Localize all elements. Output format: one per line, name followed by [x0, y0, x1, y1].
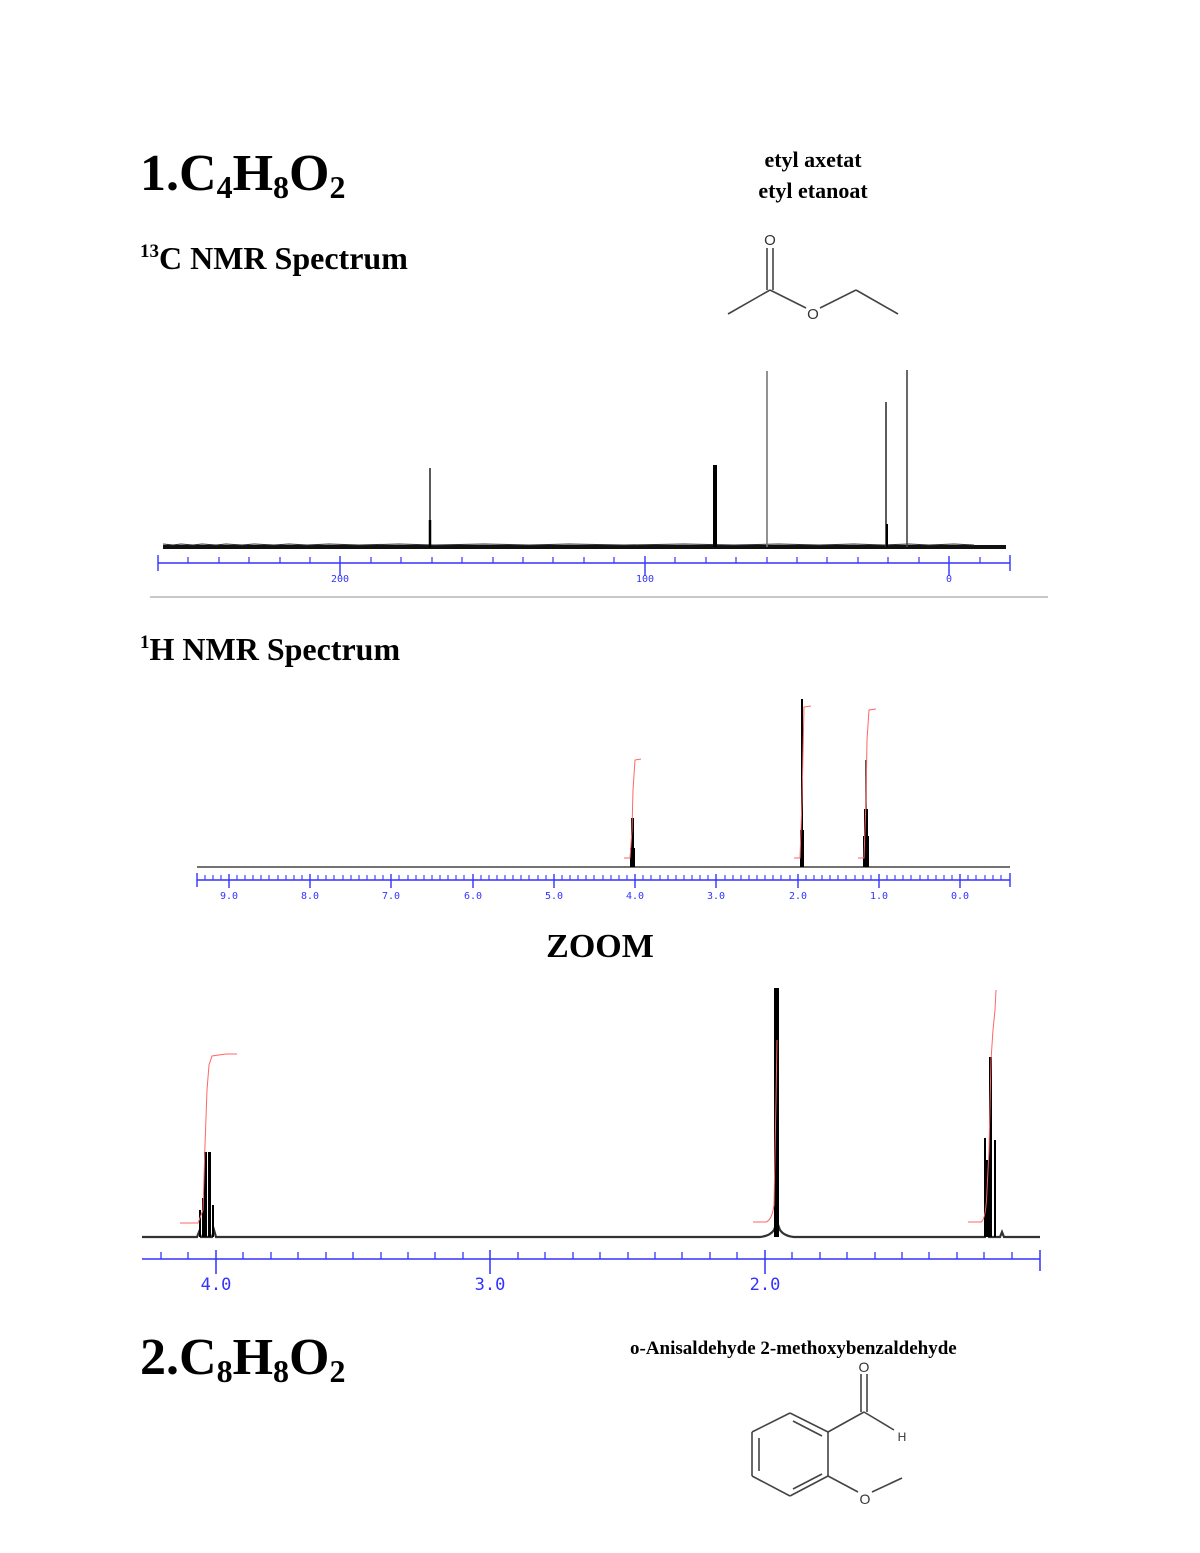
c13-peaks — [428, 370, 908, 547]
h1-tick-label: 0.0 — [951, 891, 969, 902]
zoom-x-axis — [142, 1250, 1041, 1274]
atom-oxygen-aldehyde: O — [859, 1359, 870, 1375]
zoom-integral-curves — [180, 989, 997, 1224]
h1-nmr-spectrum-chart: 9.0 8.0 7.0 6.0 5.0 4.0 3.0 2.0 1.0 0.0 — [196, 699, 1011, 902]
section-title-text: H NMR Spectrum — [149, 631, 401, 667]
formula-subscript: 4 — [216, 169, 233, 205]
compound-name-anisaldehyde: o-Anisaldehyde 2-methoxybenzaldehyde — [630, 1338, 957, 1359]
isotope-superscript: 13 — [140, 241, 159, 262]
h1-tick-label: 2.0 — [789, 891, 807, 902]
zoom-tick-label: 3.0 — [475, 1275, 506, 1295]
h1-tick-label: 3.0 — [707, 891, 725, 902]
compound-name-line-2: etyl etanoat — [758, 178, 868, 203]
zoom-peaks — [199, 988, 996, 1237]
h1-tick-label: 8.0 — [301, 891, 319, 902]
c13-baseline — [162, 543, 1006, 549]
atom-oxygen-methoxy: O — [860, 1491, 871, 1507]
problem-1-formula: 1.C4H8O2 — [140, 145, 346, 205]
problem-2-formula: 2.C8H8O2 — [140, 1329, 346, 1389]
h1-tick-label: 6.0 — [464, 891, 482, 902]
formula-element: O — [289, 145, 330, 202]
h1-tick-label: 7.0 — [382, 891, 400, 902]
c13-spectrum-title: 13C NMR Spectrum — [140, 242, 408, 274]
atom-hydrogen-aldehyde: H — [898, 1430, 907, 1444]
formula-subscript: 2 — [329, 1353, 346, 1389]
zoom-tick-label: 2.0 — [750, 1275, 781, 1295]
formula-element: C — [179, 1329, 217, 1386]
formula-element: H — [232, 1329, 274, 1386]
compound-name-ethyl-acetate: etyl axetat etyl etanoat — [713, 144, 913, 206]
atom-oxygen-ester: O — [807, 306, 819, 323]
h1-tick-label: 5.0 — [545, 891, 563, 902]
c13-x-axis — [157, 555, 1011, 576]
formula-subscript: 8 — [273, 169, 290, 205]
c13-tick-label: 100 — [636, 574, 654, 585]
section-title-text: C NMR Spectrum — [159, 240, 408, 276]
h1-integral-curves — [624, 705, 877, 859]
isotope-superscript: 1 — [140, 632, 150, 653]
h1-tick-label: 4.0 — [626, 891, 644, 902]
formula-subscript: 2 — [329, 169, 346, 205]
c13-tick-label: 0 — [946, 574, 952, 585]
h1-zoom-spectrum-chart: 4.0 3.0 2.0 — [142, 988, 1041, 1295]
h1-tick-label: 9.0 — [220, 891, 238, 902]
compound-name-line-1: etyl axetat — [764, 147, 862, 172]
atom-oxygen-carbonyl: O — [764, 232, 776, 249]
formula-element: O — [289, 1329, 330, 1386]
c13-tick-label: 200 — [331, 574, 349, 585]
formula-subscript: 8 — [216, 1353, 233, 1389]
zoom-title: ZOOM — [546, 928, 654, 965]
section-divider — [150, 596, 1048, 598]
h1-tick-label: 1.0 — [870, 891, 888, 902]
anisaldehyde-structure: O H O — [751, 1359, 907, 1507]
formula-subscript: 8 — [273, 1353, 290, 1389]
c13-nmr-spectrum-chart: 200 100 0 — [157, 370, 1011, 585]
ethyl-acetate-structure: O O — [727, 232, 899, 323]
problem-number: 1. — [140, 145, 179, 202]
zoom-baseline — [142, 1218, 1040, 1239]
h1-spectrum-title: 1H NMR Spectrum — [140, 633, 400, 665]
h1-x-axis — [196, 873, 1011, 888]
zoom-tick-label: 4.0 — [201, 1275, 232, 1295]
formula-element: H — [232, 145, 274, 202]
h1-peaks — [630, 699, 869, 867]
formula-element: C — [179, 145, 217, 202]
problem-number: 2. — [140, 1329, 179, 1386]
